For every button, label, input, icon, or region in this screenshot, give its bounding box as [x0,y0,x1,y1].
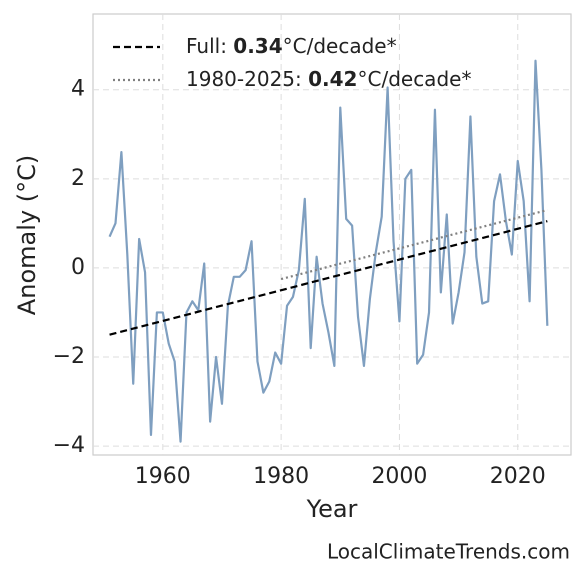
legend-label: Full: [186,34,227,58]
legend-slope: 0.42 [308,67,357,91]
plot-frame [92,13,572,456]
trend-line [280,208,548,281]
legend-unit: °C/decade* [283,34,397,58]
y-tick-label: −2 [53,344,85,369]
trend-line [109,220,548,336]
x-tick-label: 2000 [371,464,427,489]
legend-entry: Full: 0.34°C/decade* [186,34,397,58]
legend-unit: °C/decade* [357,67,471,91]
y-axis-label: Anomaly (°C) [13,155,41,315]
x-tick-label: 2020 [490,464,546,489]
x-axis-label: Year [306,495,358,523]
y-tick-label: 0 [71,255,85,280]
legend-label: 1980-2025: [186,67,302,91]
data-line [108,59,549,443]
legend-entry: 1980-2025: 0.42°C/decade* [186,67,471,91]
x-tick-label: 1960 [135,464,191,489]
legend-slope: 0.34 [233,34,282,58]
watermark: LocalClimateTrends.com [327,540,570,564]
y-tick-label: −4 [53,433,85,458]
y-tick-label: 4 [71,77,85,102]
x-tick-label: 1980 [253,464,309,489]
y-tick-label: 2 [71,166,85,191]
